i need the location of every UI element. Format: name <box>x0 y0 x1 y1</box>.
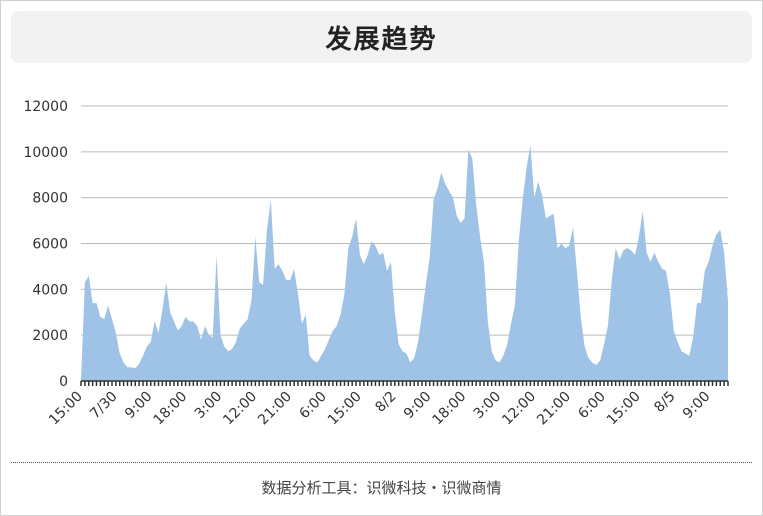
chart-title: 发展趋势 <box>325 24 438 55</box>
y-tick-label: 12000 <box>23 99 68 115</box>
x-tick-label: 8/2 <box>372 389 399 416</box>
y-tick-label: 6000 <box>32 237 68 253</box>
y-tick-label: 10000 <box>23 145 68 161</box>
y-tick-labels: 0 2000 4000 6000 8000 10000 12000 <box>23 99 68 390</box>
x-tick-label: 21:00 <box>534 389 574 429</box>
x-tick-label: 8/5 <box>651 389 678 416</box>
y-tick-label: 8000 <box>32 191 68 207</box>
x-tick-label: 21:00 <box>255 389 295 429</box>
footer-source: 数据分析工具：识微科技・识微商情 <box>261 479 502 497</box>
x-tick-label: 7/30 <box>87 389 121 423</box>
axes <box>80 380 729 386</box>
x-tick-label: 18:00 <box>430 389 470 429</box>
title-bar: 发展趋势 <box>11 11 752 63</box>
x-tick-label: 12:00 <box>220 389 260 429</box>
x-tick-label: 18:00 <box>151 389 191 429</box>
area-fill <box>81 144 728 381</box>
y-tick-label: 0 <box>59 374 68 390</box>
x-tick-label: 9:00 <box>680 389 714 423</box>
x-tick-label: 12:00 <box>499 389 539 429</box>
x-tick-label: 15:00 <box>46 389 86 429</box>
y-tick-label: 2000 <box>32 328 68 344</box>
x-tick-label: 15:00 <box>604 389 644 429</box>
y-tick-label: 4000 <box>32 282 68 298</box>
area-series <box>81 144 728 381</box>
x-tick-label: 15:00 <box>325 389 365 429</box>
footer-divider <box>11 462 752 463</box>
